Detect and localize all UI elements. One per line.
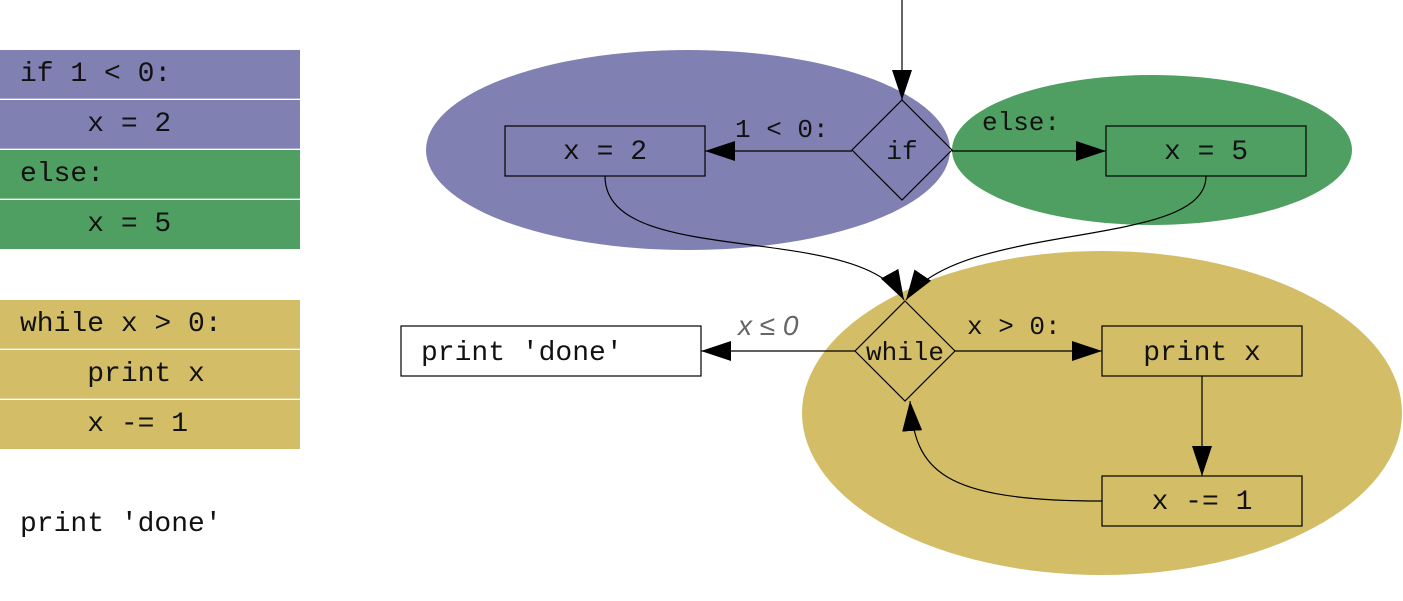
code-line-decrement-x: x -= 1 xyxy=(0,400,300,449)
loop-back-edge xyxy=(902,400,1103,502)
assign-x2-label: x = 2 xyxy=(563,137,647,168)
print-done-label: print 'done' xyxy=(421,338,623,369)
assign-x5-label: x = 5 xyxy=(1164,137,1248,168)
print-x-label: print x xyxy=(1143,338,1261,369)
while-true-edge-label: x > 0: xyxy=(967,312,1061,342)
code-line-else: else: xyxy=(0,150,300,199)
else-cluster xyxy=(952,75,1352,225)
if-false-edge-label: else: xyxy=(982,108,1060,138)
code-line-assign-x2: x = 2 xyxy=(0,100,300,149)
x5-to-while-edge xyxy=(905,175,1207,301)
while-cluster xyxy=(802,251,1402,575)
while-decision-label: while xyxy=(866,338,944,368)
if-decision-label: if xyxy=(886,137,917,167)
code-line-assign-x5: x = 5 xyxy=(0,200,300,249)
code-line-while: while x > 0: xyxy=(0,300,300,349)
code-line-print-done: print 'done' xyxy=(20,509,222,540)
if-decision-node xyxy=(851,99,953,201)
if-cluster xyxy=(426,50,950,250)
while-false-edge-label: x ≤ 0 xyxy=(736,310,799,341)
print-done-node xyxy=(400,325,702,377)
code-line-if: if 1 < 0: xyxy=(0,50,300,99)
x2-to-while-edge xyxy=(604,175,905,301)
code-line-print-x: print x xyxy=(0,350,300,399)
decrement-x-label: x -= 1 xyxy=(1152,487,1253,518)
if-true-edge-label: 1 < 0: xyxy=(735,115,829,145)
